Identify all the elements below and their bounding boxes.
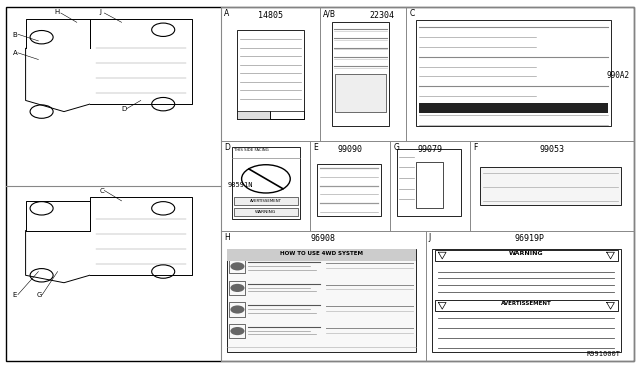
Bar <box>229 259 245 273</box>
Bar <box>435 250 618 261</box>
Bar <box>332 22 389 126</box>
Text: 990A2: 990A2 <box>606 71 629 80</box>
Text: H: H <box>224 232 230 241</box>
Circle shape <box>230 284 244 292</box>
Text: 96908: 96908 <box>310 234 336 243</box>
Circle shape <box>230 305 244 314</box>
Text: B: B <box>13 32 17 38</box>
Bar <box>432 249 621 352</box>
Text: C: C <box>410 9 415 18</box>
Text: THIS SIDE FACING: THIS SIDE FACING <box>234 148 268 152</box>
Text: 99090: 99090 <box>338 145 363 154</box>
Text: F: F <box>474 143 478 152</box>
Text: 14805: 14805 <box>258 11 283 20</box>
Text: C: C <box>99 188 104 194</box>
Text: E: E <box>13 292 17 298</box>
Text: J: J <box>429 232 431 241</box>
Text: E: E <box>314 143 318 152</box>
Bar <box>234 197 298 205</box>
Text: G: G <box>37 292 42 298</box>
Bar <box>419 103 608 113</box>
Bar <box>237 111 270 119</box>
Bar <box>317 164 381 216</box>
Bar <box>227 249 416 352</box>
Text: H: H <box>54 9 60 15</box>
Bar <box>335 74 386 112</box>
Bar <box>227 249 416 261</box>
Text: D: D <box>224 143 230 152</box>
Bar <box>229 281 245 295</box>
Bar <box>435 300 618 311</box>
Text: 99053: 99053 <box>540 145 564 154</box>
Bar <box>270 111 304 119</box>
Bar <box>229 302 245 317</box>
Circle shape <box>230 327 244 335</box>
Text: 99079: 99079 <box>418 145 443 154</box>
Bar <box>480 167 621 205</box>
Bar <box>232 147 300 219</box>
Text: D: D <box>122 106 127 112</box>
Bar <box>234 208 298 216</box>
Text: HOW TO USE 4WD SYSTEM: HOW TO USE 4WD SYSTEM <box>280 251 363 256</box>
Text: AVERTISSEMENT: AVERTISSEMENT <box>501 301 552 306</box>
Text: J: J <box>99 9 101 15</box>
Text: 22304: 22304 <box>370 11 395 20</box>
Text: 96919P: 96919P <box>515 234 545 243</box>
Text: R991000T: R991000T <box>587 351 621 357</box>
Bar <box>416 20 611 126</box>
Text: 98591N: 98591N <box>227 182 253 187</box>
Text: A: A <box>224 9 229 18</box>
Text: A/B: A/B <box>323 9 336 18</box>
Bar <box>397 149 461 216</box>
Bar <box>237 30 304 119</box>
Text: A: A <box>13 50 17 56</box>
Text: AVERTISSEMENT: AVERTISSEMENT <box>250 199 282 203</box>
Text: G: G <box>394 143 399 152</box>
Bar <box>416 162 443 208</box>
Text: WARNING: WARNING <box>509 251 544 256</box>
Bar <box>229 324 245 338</box>
Text: WARNING: WARNING <box>255 210 276 214</box>
Circle shape <box>230 262 244 270</box>
